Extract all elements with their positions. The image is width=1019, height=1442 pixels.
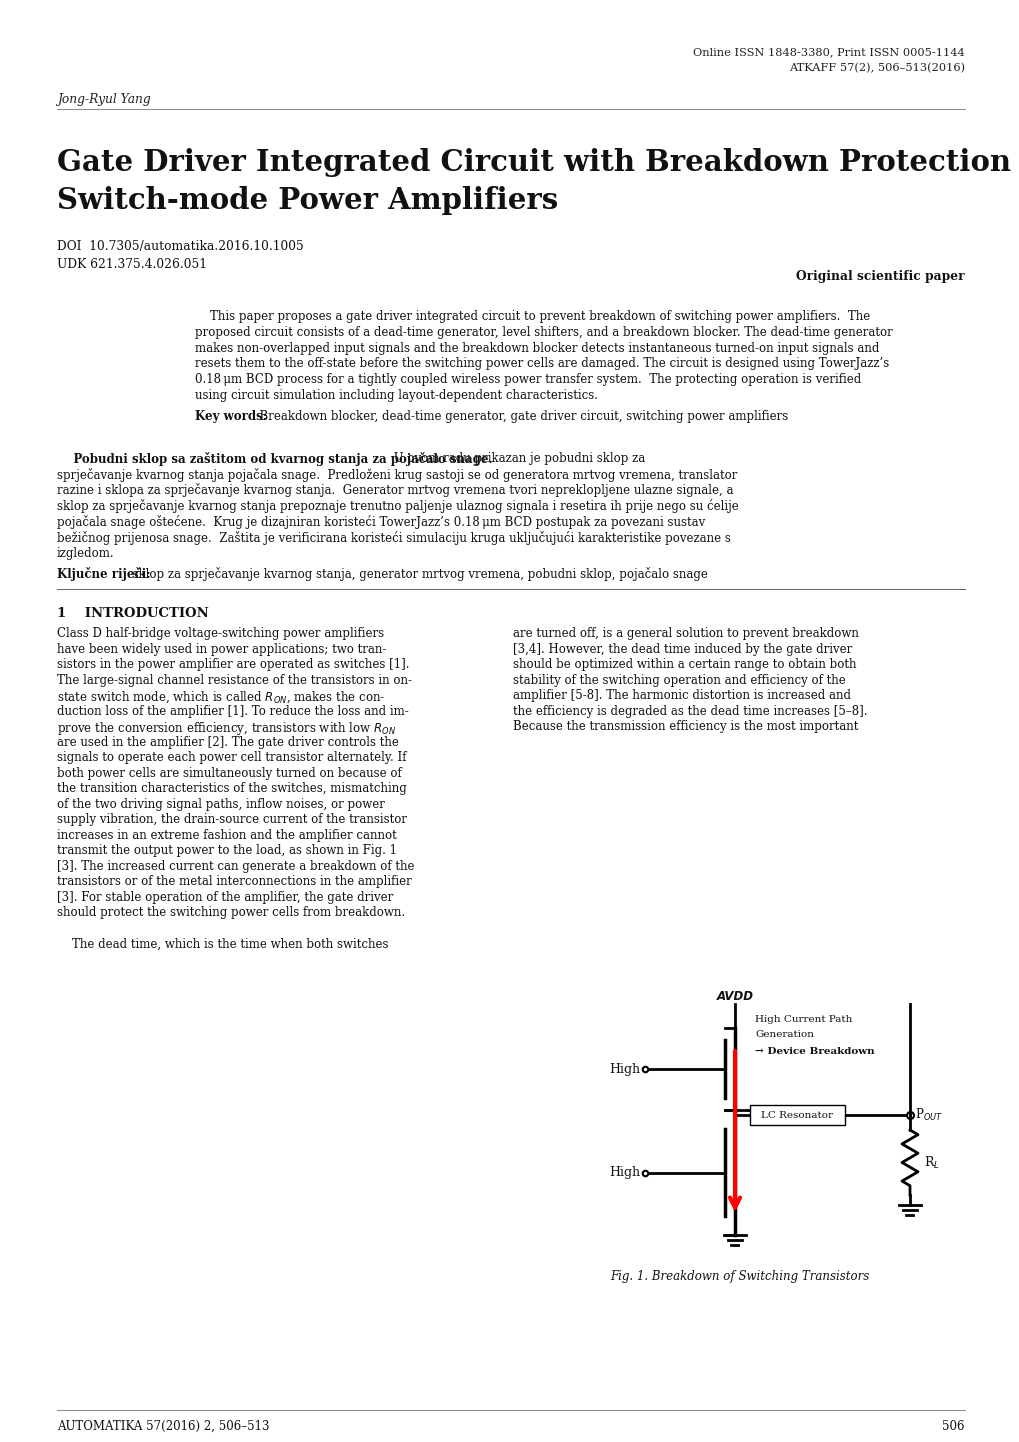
Text: The large-signal channel resistance of the transistors in on-: The large-signal channel resistance of t… xyxy=(57,673,412,686)
Text: bežičnog prijenosa snage.  Zaštita je verificirana koristeći simulaciju kruga uk: bežičnog prijenosa snage. Zaštita je ver… xyxy=(57,531,731,545)
Text: High Current Path: High Current Path xyxy=(754,1015,852,1024)
Text: P$_{OUT}$: P$_{OUT}$ xyxy=(914,1107,943,1123)
Text: have been widely used in power applications; two tran-: have been widely used in power applicati… xyxy=(57,643,386,656)
Text: This paper proposes a gate driver integrated circuit to prevent breakdown of swi: This paper proposes a gate driver integr… xyxy=(195,310,869,323)
Text: pojačala snage oštećene.  Krug je dizajniran koristeći TowerJazz’s 0.18 μm BCD p: pojačala snage oštećene. Krug je dizajni… xyxy=(57,515,704,529)
Text: High: High xyxy=(608,1063,639,1076)
Text: should protect the switching power cells from breakdown.: should protect the switching power cells… xyxy=(57,907,405,920)
Text: Class D half-bridge voltage-switching power amplifiers: Class D half-bridge voltage-switching po… xyxy=(57,627,384,640)
Text: The dead time, which is the time when both switches: The dead time, which is the time when bo… xyxy=(57,937,388,950)
Text: state switch mode, which is called $R_{ON}$, makes the con-: state switch mode, which is called $R_{O… xyxy=(57,689,385,705)
Text: supply vibration, the drain-source current of the transistor: supply vibration, the drain-source curre… xyxy=(57,813,407,826)
Text: Original scientific paper: Original scientific paper xyxy=(796,270,964,283)
Text: DOI  10.7305/automatika.2016.10.1005: DOI 10.7305/automatika.2016.10.1005 xyxy=(57,239,304,252)
Text: U ovom radu prikazan je pobudni sklop za: U ovom radu prikazan je pobudni sklop za xyxy=(390,451,645,464)
Text: should be optimized within a certain range to obtain both: should be optimized within a certain ran… xyxy=(513,659,856,672)
Text: using circuit simulation including layout-dependent characteristics.: using circuit simulation including layou… xyxy=(195,389,597,402)
Text: Breakdown blocker, dead-time generator, gate driver circuit, switching power amp: Breakdown blocker, dead-time generator, … xyxy=(252,410,788,423)
Text: AVDD: AVDD xyxy=(715,991,753,1004)
Text: R$_L$: R$_L$ xyxy=(923,1155,938,1171)
Text: UDK 621.375.4.026.051: UDK 621.375.4.026.051 xyxy=(57,258,207,271)
Bar xyxy=(749,1105,844,1125)
Text: Because the transmission efficiency is the most important: Because the transmission efficiency is t… xyxy=(513,721,858,734)
Text: Ključne riječi:: Ključne riječi: xyxy=(57,567,151,581)
Text: 506: 506 xyxy=(942,1420,964,1433)
Text: [3,4]. However, the dead time induced by the gate driver: [3,4]. However, the dead time induced by… xyxy=(513,643,852,656)
Text: → Device Breakdown: → Device Breakdown xyxy=(754,1047,873,1056)
Text: 0.18 μm BCD process for a tightly coupled wireless power transfer system.  The p: 0.18 μm BCD process for a tightly couple… xyxy=(195,373,860,386)
Text: [3]. The increased current can generate a breakdown of the: [3]. The increased current can generate … xyxy=(57,859,414,872)
Text: Key words:: Key words: xyxy=(195,410,267,423)
Text: of the two driving signal paths, inflow noises, or power: of the two driving signal paths, inflow … xyxy=(57,797,384,810)
Text: both power cells are simultaneously turned on because of: both power cells are simultaneously turn… xyxy=(57,767,401,780)
Text: Online ISSN 1848-3380, Print ISSN 0005-1144: Online ISSN 1848-3380, Print ISSN 0005-1… xyxy=(693,48,964,58)
Text: the transition characteristics of the switches, mismatching: the transition characteristics of the sw… xyxy=(57,783,407,796)
Text: Gate Driver Integrated Circuit with Breakdown Protection for: Gate Driver Integrated Circuit with Brea… xyxy=(57,149,1019,177)
Text: are used in the amplifier [2]. The gate driver controls the: are used in the amplifier [2]. The gate … xyxy=(57,735,398,748)
Text: sklop za sprječavanje kvarnog stanja prepoznaje trenutno paljenje ulaznog signal: sklop za sprječavanje kvarnog stanja pre… xyxy=(57,499,738,513)
Text: the efficiency is degraded as the dead time increases [5–8].: the efficiency is degraded as the dead t… xyxy=(513,705,866,718)
Text: [3]. For stable operation of the amplifier, the gate driver: [3]. For stable operation of the amplifi… xyxy=(57,891,393,904)
Text: Generation: Generation xyxy=(754,1030,813,1040)
Text: resets them to the off-state before the switching power cells are damaged. The c: resets them to the off-state before the … xyxy=(195,358,889,371)
Text: transmit the output power to the load, as shown in Fig. 1: transmit the output power to the load, a… xyxy=(57,845,396,858)
Text: Switch-mode Power Amplifiers: Switch-mode Power Amplifiers xyxy=(57,186,557,215)
Text: transistors or of the metal interconnections in the amplifier: transistors or of the metal interconnect… xyxy=(57,875,412,888)
Text: razine i sklopa za sprječavanje kvarnog stanja.  Generator mrtvog vremena tvori : razine i sklopa za sprječavanje kvarnog … xyxy=(57,483,733,497)
Text: 1    INTRODUCTION: 1 INTRODUCTION xyxy=(57,607,209,620)
Text: increases in an extreme fashion and the amplifier cannot: increases in an extreme fashion and the … xyxy=(57,829,396,842)
Text: stability of the switching operation and efficiency of the: stability of the switching operation and… xyxy=(513,673,845,686)
Text: makes non-overlapped input signals and the breakdown blocker detects instantaneo: makes non-overlapped input signals and t… xyxy=(195,342,878,355)
Text: ATKAFF 57(2), 506–513(2016): ATKAFF 57(2), 506–513(2016) xyxy=(788,63,964,74)
Text: signals to operate each power cell transistor alternately. If: signals to operate each power cell trans… xyxy=(57,751,407,764)
Text: izgledom.: izgledom. xyxy=(57,547,114,559)
Text: sistors in the power amplifier are operated as switches [1].: sistors in the power amplifier are opera… xyxy=(57,659,409,672)
Text: are turned off, is a general solution to prevent breakdown: are turned off, is a general solution to… xyxy=(513,627,858,640)
Text: Pobudni sklop sa zaštitom od kvarnog stanja za pojačalo snage.: Pobudni sklop sa zaštitom od kvarnog sta… xyxy=(57,451,492,466)
Text: AUTOMATIKA 57(2016) 2, 506–513: AUTOMATIKA 57(2016) 2, 506–513 xyxy=(57,1420,269,1433)
Text: LC Resonator: LC Resonator xyxy=(761,1110,833,1119)
Text: Fig. 1. Breakdown of Switching Transistors: Fig. 1. Breakdown of Switching Transisto… xyxy=(609,1270,869,1283)
Text: prove the conversion efficiency, transistors with low $R_{ON}$: prove the conversion efficiency, transis… xyxy=(57,721,395,737)
Text: duction loss of the amplifier [1]. To reduce the loss and im-: duction loss of the amplifier [1]. To re… xyxy=(57,705,409,718)
Text: Jong-Ryul Yang: Jong-Ryul Yang xyxy=(57,92,151,107)
Text: High: High xyxy=(608,1167,639,1180)
Text: sprječavanje kvarnog stanja pojačala snage.  Predloženi krug sastoji se od gener: sprječavanje kvarnog stanja pojačala sna… xyxy=(57,467,737,482)
Text: amplifier [5-8]. The harmonic distortion is increased and: amplifier [5-8]. The harmonic distortion… xyxy=(513,689,850,702)
Text: proposed circuit consists of a dead-time generator, level shifters, and a breakd: proposed circuit consists of a dead-time… xyxy=(195,326,892,339)
Text: sklop za sprječavanje kvarnog stanja, generator mrtvog vremena, pobudni sklop, p: sklop za sprječavanje kvarnog stanja, ge… xyxy=(125,567,707,581)
